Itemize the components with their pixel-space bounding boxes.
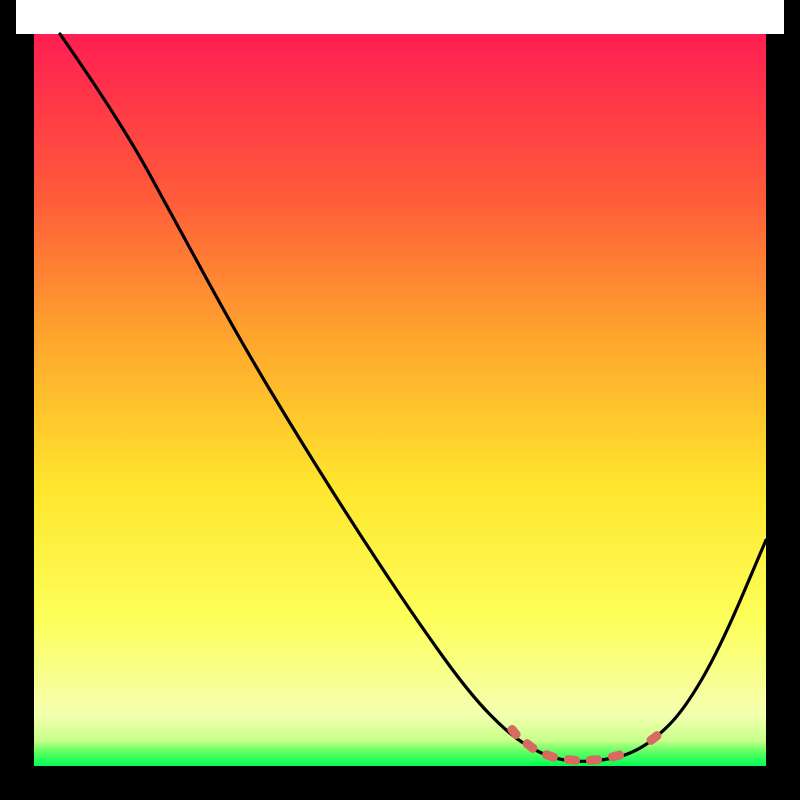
figure-root: TheBottleneck.com bbox=[0, 0, 800, 800]
trough-marker bbox=[586, 755, 603, 765]
top-band bbox=[16, 0, 784, 34]
gradient-background bbox=[34, 34, 766, 766]
chart-svg bbox=[0, 0, 800, 800]
